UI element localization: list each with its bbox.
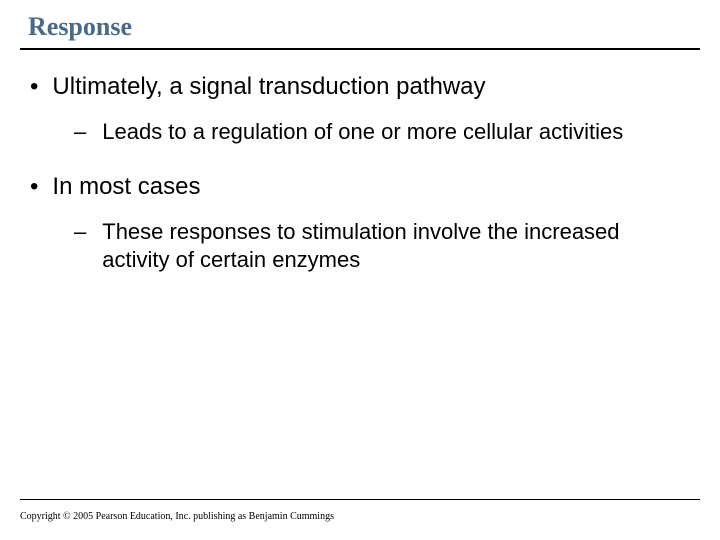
bullet-text: In most cases	[52, 172, 200, 202]
title-underline	[20, 48, 700, 50]
bullet-text: Ultimately, a signal transduction pathwa…	[52, 72, 485, 102]
bullet-text: These responses to stimulation involve t…	[102, 218, 680, 274]
slide-title: Response	[28, 12, 700, 48]
dash-marker: –	[74, 218, 86, 274]
slide-container: Response • Ultimately, a signal transduc…	[0, 0, 720, 540]
bullet-level2: – Leads to a regulation of one or more c…	[74, 118, 680, 146]
bullet-level1: • Ultimately, a signal transduction path…	[30, 72, 700, 102]
dash-marker: –	[74, 118, 86, 146]
bullet-marker: •	[30, 72, 38, 102]
bullet-level1: • In most cases	[30, 172, 700, 202]
footer-underline	[20, 499, 700, 500]
bullet-level2: – These responses to stimulation involve…	[74, 218, 680, 274]
bullet-text: Leads to a regulation of one or more cel…	[102, 118, 623, 146]
bullet-marker: •	[30, 172, 38, 202]
copyright-text: Copyright © 2005 Pearson Education, Inc.…	[20, 511, 334, 522]
